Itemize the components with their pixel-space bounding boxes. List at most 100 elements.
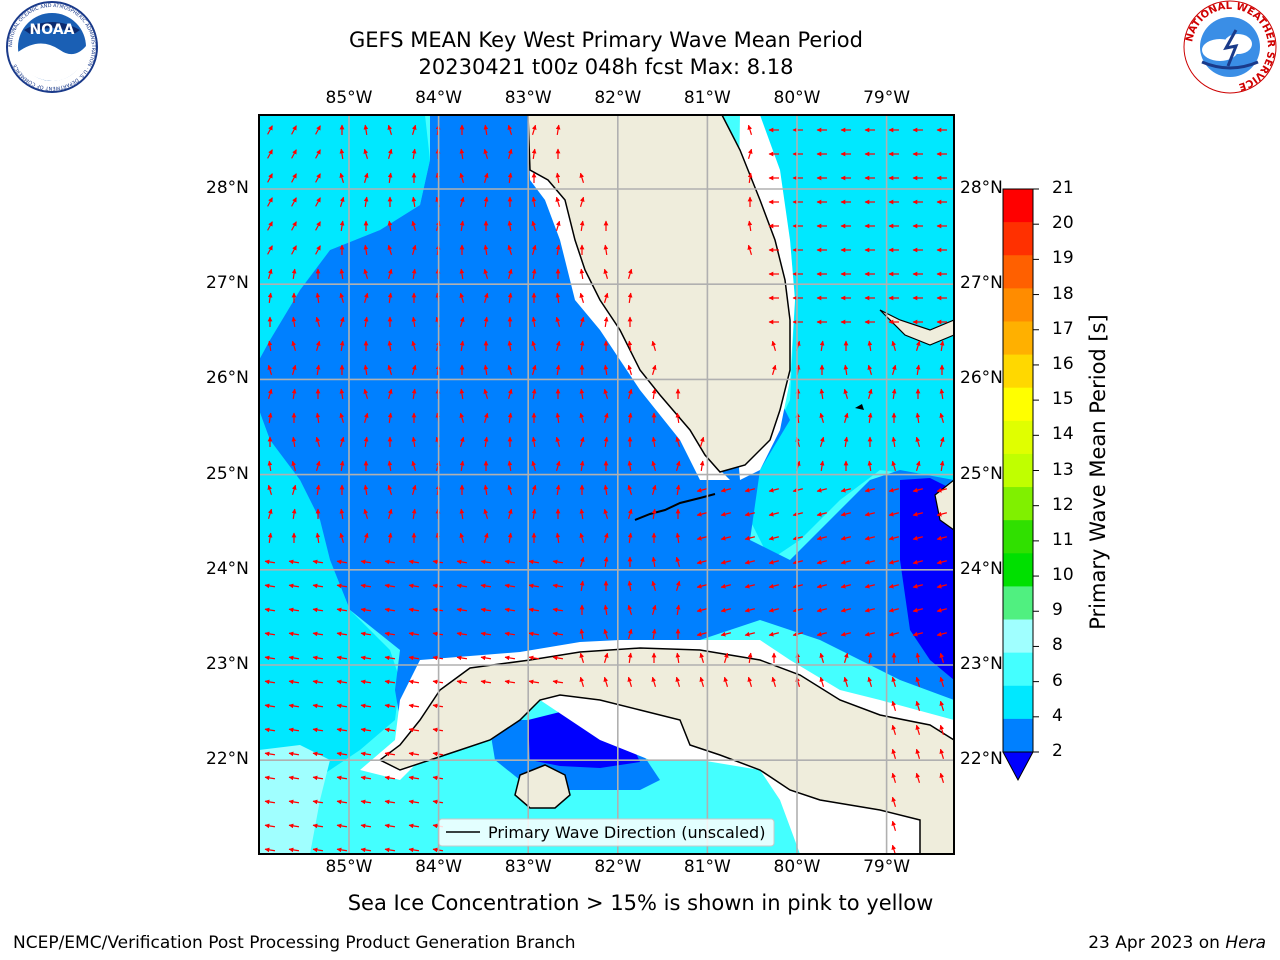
wave-direction-arrow — [411, 436, 417, 448]
wave-direction-arrow — [843, 676, 849, 687]
wave-direction-arrow — [360, 751, 372, 757]
wave-direction-arrow — [651, 460, 657, 471]
lon-label-bottom: 83°W — [504, 857, 552, 877]
wave-direction-arrow — [411, 244, 417, 255]
wave-direction-arrow — [720, 535, 731, 541]
wave-direction-arrow — [603, 364, 609, 376]
wave-direction-arrow — [936, 511, 947, 517]
map-subtitle-forecast: 20230421 t00z 048h fcst Max: 8.18 — [418, 55, 794, 79]
wave-direction-arrow — [312, 823, 324, 829]
wave-direction-arrow — [339, 220, 345, 232]
wave-direction-arrow — [627, 580, 633, 592]
wave-direction-arrow — [579, 316, 585, 327]
wave-direction-arrow — [315, 221, 321, 231]
wave-direction-arrow — [411, 220, 417, 231]
wave-direction-arrow — [312, 751, 324, 757]
wave-direction-arrow — [555, 196, 561, 207]
lon-label-bottom: 79°W — [863, 857, 911, 877]
wave-direction-arrow — [507, 388, 513, 399]
wave-direction-arrow — [531, 484, 537, 495]
wave-direction-arrow — [360, 775, 372, 781]
machine-name: Hera — [1225, 933, 1266, 953]
wave-direction-arrow — [912, 631, 923, 637]
wave-direction-arrow — [264, 679, 276, 685]
wave-direction-arrow — [315, 364, 321, 376]
wave-direction-arrow — [408, 559, 420, 565]
colorbar-segment — [1003, 255, 1033, 289]
wave-direction-arrow — [912, 559, 923, 565]
colorbar-segment — [1003, 189, 1033, 223]
wave-direction-arrow — [312, 607, 324, 613]
wave-direction-arrow — [315, 484, 321, 496]
lon-label-bottom: 80°W — [773, 857, 821, 877]
lat-label-right: 26°N — [960, 368, 1003, 389]
wave-direction-arrow — [483, 316, 489, 328]
lon-label-top: 81°W — [683, 88, 731, 108]
wave-direction-arrow — [288, 703, 300, 709]
wave-direction-arrow — [723, 676, 729, 687]
wave-direction-arrow — [819, 412, 825, 423]
wave-direction-arrow — [459, 220, 465, 232]
wave-direction-arrow — [363, 172, 369, 183]
wave-direction-arrow — [936, 535, 947, 541]
nws-logo-icon: NATIONAL WEATHER SERVICE — [1183, 0, 1277, 94]
wave-direction-arrow — [555, 364, 561, 376]
wave-direction-arrow — [843, 652, 849, 663]
colorbar-tick-label: 8 — [1052, 635, 1063, 656]
wave-direction-arrow — [339, 532, 345, 543]
wave-direction-arrow — [408, 799, 420, 805]
wave-direction-arrow — [360, 607, 372, 613]
colorbar-tick-label: 2 — [1052, 741, 1063, 761]
wave-direction-arrow — [339, 292, 345, 303]
wave-direction-arrow — [387, 172, 393, 184]
wave-direction-arrow — [267, 532, 273, 544]
wave-direction-arrow — [792, 583, 803, 589]
wave-direction-arrow — [888, 631, 899, 637]
wave-direction-arrow — [504, 583, 516, 589]
lon-label-bottom: 81°W — [683, 857, 731, 877]
wave-direction-arrow — [336, 679, 348, 685]
colorbar-tick-label: 11 — [1052, 529, 1074, 550]
colorbar-tick-label: 9 — [1052, 600, 1063, 621]
wave-direction-arrow — [456, 631, 468, 637]
wave-direction-arrow — [288, 559, 300, 565]
wave-direction-arrow — [816, 535, 827, 541]
wave-direction-arrow — [627, 676, 633, 687]
wave-direction-arrow — [891, 340, 897, 351]
wave-direction-arrow — [288, 823, 300, 829]
colorbar-label: Primary Wave Mean Period [s] — [1086, 314, 1110, 630]
wave-direction-arrow — [747, 172, 753, 184]
wave-direction-arrow — [483, 484, 489, 496]
wave-direction-arrow — [888, 559, 899, 565]
lon-label-top: 83°W — [504, 88, 552, 108]
wave-direction-arrow — [651, 340, 657, 351]
wave-direction-arrow — [291, 316, 297, 328]
wave-direction-arrow — [627, 340, 633, 352]
wave-direction-arrow — [291, 388, 297, 400]
map-area — [259, 115, 954, 854]
wave-direction-arrow — [288, 847, 300, 853]
wave-direction-arrow — [651, 676, 657, 687]
wave-direction-arrow — [939, 772, 945, 783]
wave-direction-arrow — [867, 388, 873, 399]
wave-direction-arrow — [603, 628, 609, 639]
wave-direction-arrow — [315, 245, 321, 255]
wave-direction-arrow — [792, 559, 803, 565]
wave-direction-arrow — [459, 532, 465, 543]
lon-label-bottom: 84°W — [415, 857, 463, 877]
wave-direction-arrow — [528, 679, 540, 685]
wave-direction-arrow — [627, 460, 633, 472]
wave-direction-arrow — [459, 172, 465, 183]
wave-direction-arrow — [267, 508, 273, 519]
wave-direction-arrow — [819, 676, 825, 687]
wave-direction-arrow — [864, 583, 875, 589]
date-text: 23 Apr 2023 on — [1088, 933, 1226, 953]
colorbar-segment — [1003, 586, 1033, 621]
wave-direction-arrow — [891, 772, 897, 783]
wave-direction-arrow — [603, 244, 609, 256]
wave-direction-arrow — [408, 607, 420, 613]
wave-direction-arrow — [528, 631, 540, 637]
wave-direction-arrow — [291, 508, 297, 520]
wave-direction-arrow — [840, 607, 851, 613]
wave-direction-arrow — [315, 197, 321, 207]
